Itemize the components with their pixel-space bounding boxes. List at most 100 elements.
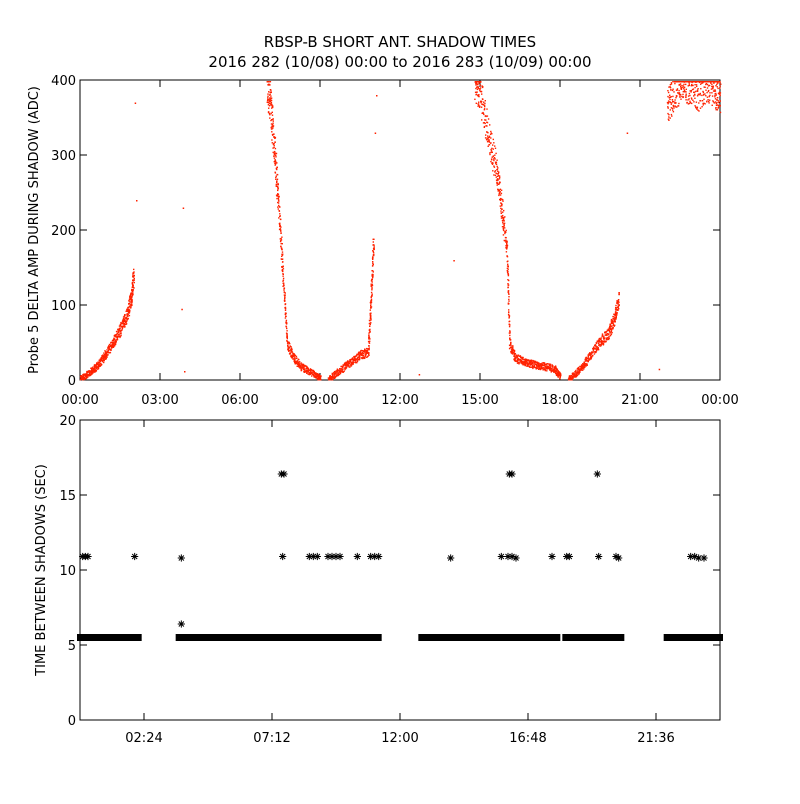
amplitude-point [114, 343, 117, 346]
amplitude-point [691, 88, 694, 91]
amplitude-point [694, 84, 696, 86]
bottom-x-tick-label: 12:00 [381, 731, 418, 746]
amplitude-point [119, 336, 121, 339]
amplitude-point [475, 94, 477, 96]
amplitude-point [342, 368, 344, 370]
amplitude-point [614, 320, 616, 322]
amplitude-point [532, 363, 534, 365]
amplitude-point [546, 363, 548, 365]
interval-point [375, 552, 383, 561]
amplitude-point [291, 351, 294, 353]
amplitude-point [339, 368, 341, 370]
amplitude-point [120, 334, 122, 336]
amplitude-point [534, 361, 537, 363]
amplitude-point [81, 377, 83, 379]
amplitude-point [502, 200, 504, 202]
amplitude-point [270, 97, 273, 99]
amplitude-point [276, 180, 278, 182]
amplitude-point [678, 89, 680, 92]
amplitude-point [275, 185, 277, 187]
amplitude-point [672, 100, 674, 103]
amplitude-point [700, 83, 702, 85]
amplitude-point [555, 367, 557, 369]
amplitude-point [371, 283, 373, 285]
amplitude-point [372, 275, 374, 278]
amplitude-point [688, 98, 690, 100]
amplitude-point [371, 286, 373, 288]
amplitude-point [133, 268, 135, 271]
amplitude-point [549, 369, 551, 371]
amplitude-point [344, 368, 346, 371]
amplitude-point [501, 226, 504, 228]
amplitude-point [537, 362, 539, 364]
amplitude-point [610, 318, 613, 321]
amplitude-point [282, 270, 284, 272]
asterisk-stroke [178, 621, 185, 627]
amplitude-point [523, 363, 526, 365]
amplitude-point [716, 97, 719, 99]
amplitude-point [526, 359, 529, 361]
amplitude-point [329, 379, 332, 381]
amplitude-point [680, 88, 682, 90]
amplitude-point [535, 364, 538, 366]
amplitude-point [99, 360, 101, 363]
amplitude-point [308, 369, 310, 371]
amplitude-point [487, 145, 489, 147]
amplitude-point [272, 125, 274, 128]
amplitude-point [507, 286, 509, 288]
amplitude-point [500, 217, 503, 219]
amplitude-point [504, 231, 506, 233]
amplitude-point [585, 363, 587, 366]
amplitude-point [315, 375, 317, 377]
amplitude-point [708, 95, 710, 98]
amplitude-point [599, 343, 601, 346]
amplitude-point [570, 374, 572, 377]
amplitude-point [285, 323, 288, 325]
amplitude-point [100, 357, 102, 360]
amplitude-point [372, 261, 374, 263]
baseline-band [562, 634, 625, 641]
amplitude-point [691, 81, 693, 83]
amplitude-point [122, 320, 124, 323]
amplitude-point [493, 166, 496, 168]
amplitude-point [525, 363, 527, 365]
amplitude-point [270, 91, 272, 94]
amplitude-point [312, 370, 314, 372]
amplitude-point [517, 355, 519, 357]
amplitude-point [488, 136, 491, 138]
amplitude-point [543, 369, 545, 371]
amplitude-point [339, 368, 342, 370]
amplitude-point [518, 359, 521, 361]
amplitude-point [126, 320, 128, 323]
amplitude-point [508, 309, 510, 311]
amplitude-point [297, 361, 299, 363]
amplitude-point [605, 337, 608, 339]
amplitude-point [111, 345, 113, 348]
amplitude-point [709, 99, 711, 101]
amplitude-point [130, 306, 132, 309]
amplitude-point [712, 85, 714, 87]
amplitude-point [501, 219, 504, 222]
amplitude-point [480, 106, 483, 108]
amplitude-point [312, 373, 315, 376]
amplitude-point [586, 364, 588, 366]
amplitude-point [494, 174, 497, 176]
amplitude-point [358, 351, 360, 353]
amplitude-point [300, 366, 302, 368]
amplitude-point [480, 102, 482, 104]
amplitude-point [703, 86, 705, 88]
amplitude-point [301, 366, 303, 369]
amplitude-point [559, 373, 562, 375]
interval-point [700, 554, 708, 562]
amplitude-point [605, 334, 607, 336]
amplitude-point [716, 86, 718, 88]
amplitude-point [97, 368, 99, 370]
amplitude-point [689, 100, 691, 102]
amplitude-point [674, 102, 676, 104]
amplitude-point [696, 108, 698, 110]
amplitude-point [131, 294, 134, 296]
amplitude-point [499, 176, 501, 179]
amplitude-point [711, 95, 714, 97]
amplitude-point [680, 85, 682, 87]
amplitude-point [690, 81, 692, 83]
